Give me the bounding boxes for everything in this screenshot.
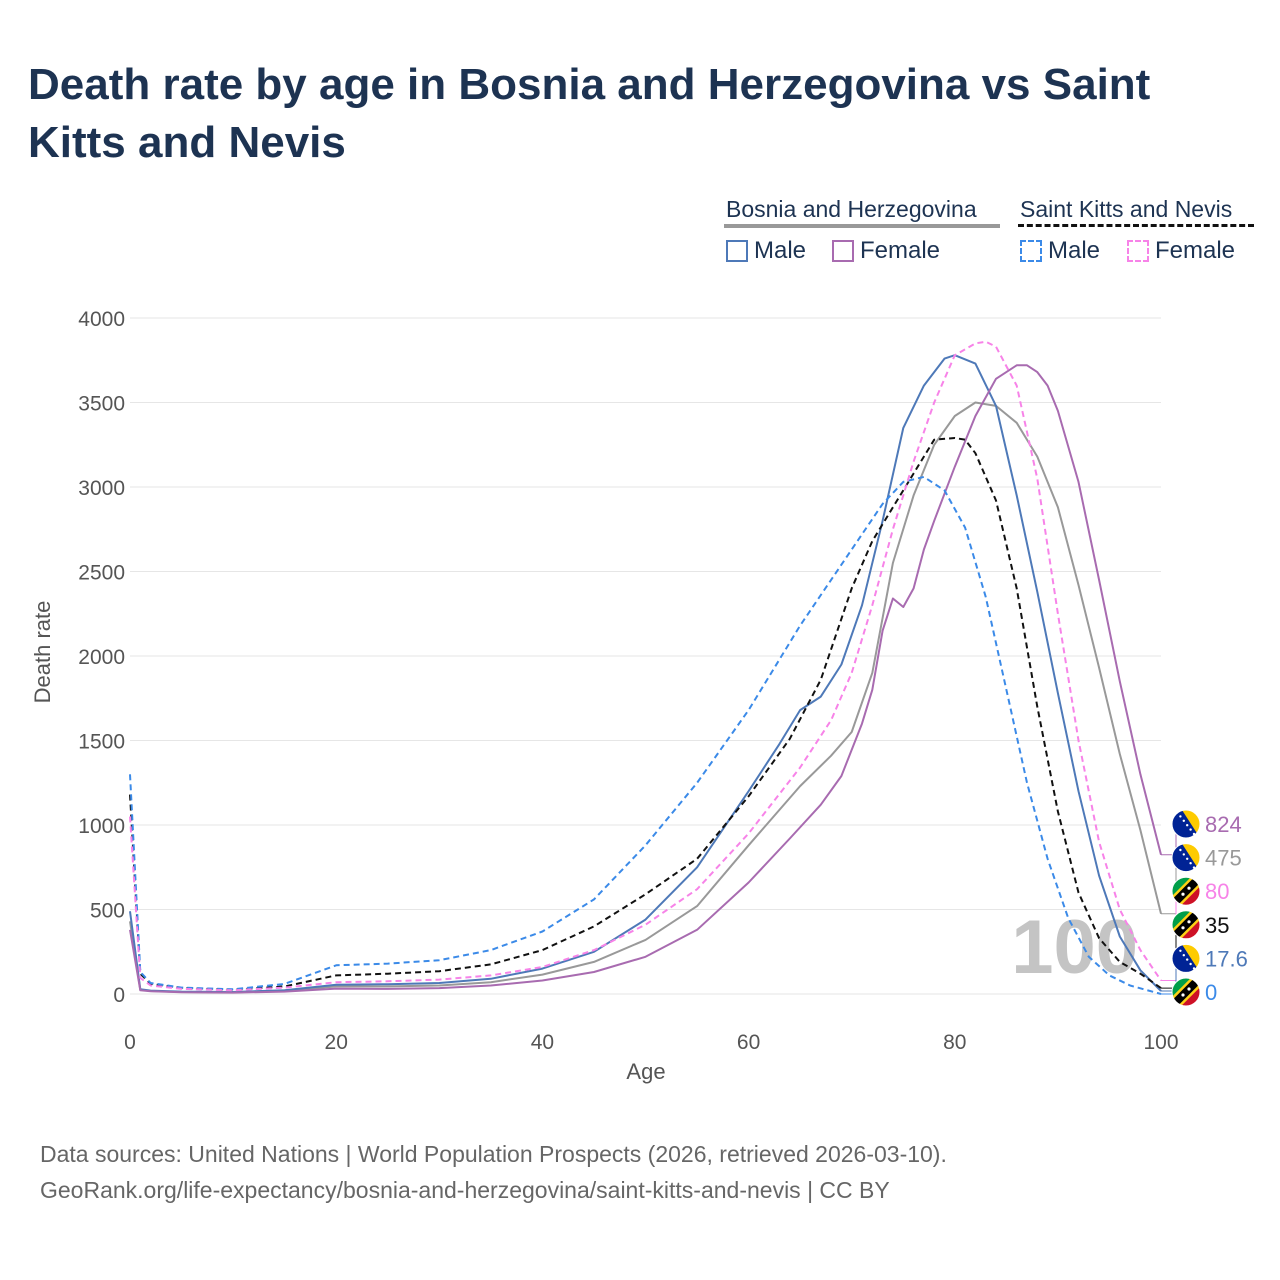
saint-kitts-flag-icon (1171, 876, 1201, 906)
x-tick-label: 40 (531, 1031, 554, 1054)
y-axis-label: Death rate (30, 601, 55, 704)
series-line-saint-kitts-and-nevis-male[interactable] (129, 475, 1162, 995)
series-line-bosnia-and-herzegovina-female[interactable] (129, 364, 1162, 994)
end-value-saint-kitts-and-nevis-total: 35 (1205, 913, 1229, 938)
series-line-bosnia-and-herzegovina-total[interactable] (129, 401, 1162, 994)
y-tick-label: 1000 (78, 815, 125, 838)
end-label-connector (1161, 891, 1177, 981)
x-tick-label: 20 (325, 1031, 348, 1054)
y-tick-label: 0 (113, 984, 125, 1007)
y-tick-label: 2000 (78, 646, 125, 669)
bosnia-flag-icon (1171, 843, 1201, 873)
footer: Data sources: United Nations | World Pop… (40, 1136, 947, 1208)
y-tick-label: 3500 (78, 393, 125, 416)
x-tick-label: 60 (737, 1031, 760, 1054)
chart-title: Death rate by age in Bosnia and Herzegov… (28, 60, 1151, 167)
bosnia-flag-icon (1171, 809, 1201, 839)
y-tick-label: 4000 (78, 308, 125, 331)
end-labels: 824 475 80 35 17.6 0 (1161, 809, 1248, 1007)
bosnia-flag-icon (1171, 943, 1201, 973)
series-line-saint-kitts-and-nevis-female[interactable] (129, 340, 1162, 992)
year-watermark: 100 (1011, 905, 1138, 990)
end-value-saint-kitts-and-nevis-male: 0 (1205, 980, 1217, 1005)
y-tick-label: 1500 (78, 731, 125, 754)
series-line-saint-kitts-and-nevis-total[interactable] (129, 437, 1162, 991)
end-value-bosnia-and-herzegovina-male: 17.6 (1205, 946, 1248, 971)
x-tick-label: 0 (124, 1031, 136, 1054)
end-value-bosnia-and-herzegovina-total: 475 (1205, 846, 1242, 871)
end-value-bosnia-and-herzegovina-female: 824 (1205, 812, 1242, 837)
y-tick-label: 500 (90, 900, 125, 923)
end-value-saint-kitts-and-nevis-female: 80 (1205, 879, 1229, 904)
series-lines (129, 340, 1162, 995)
y-axis-ticks: 0 500 1000 1500 2000 2500 3000 3500 4000 (78, 308, 125, 1007)
y-tick-label: 3000 (78, 477, 125, 500)
x-tick-label: 100 (1143, 1031, 1178, 1054)
x-tick-label: 80 (943, 1031, 966, 1054)
series-line-bosnia-and-herzegovina-male[interactable] (129, 354, 1162, 993)
y-tick-label: 2500 (78, 562, 125, 585)
grid (130, 317, 1161, 995)
footer-url[interactable]: GeoRank.org/life-expectancy/bosnia-and-h… (40, 1177, 890, 1203)
footer-sources: Data sources: United Nations | World Pop… (40, 1141, 947, 1167)
x-axis-ticks: 0 20 40 60 80 100 (124, 1031, 1178, 1054)
x-axis-label: Age (626, 1059, 665, 1084)
